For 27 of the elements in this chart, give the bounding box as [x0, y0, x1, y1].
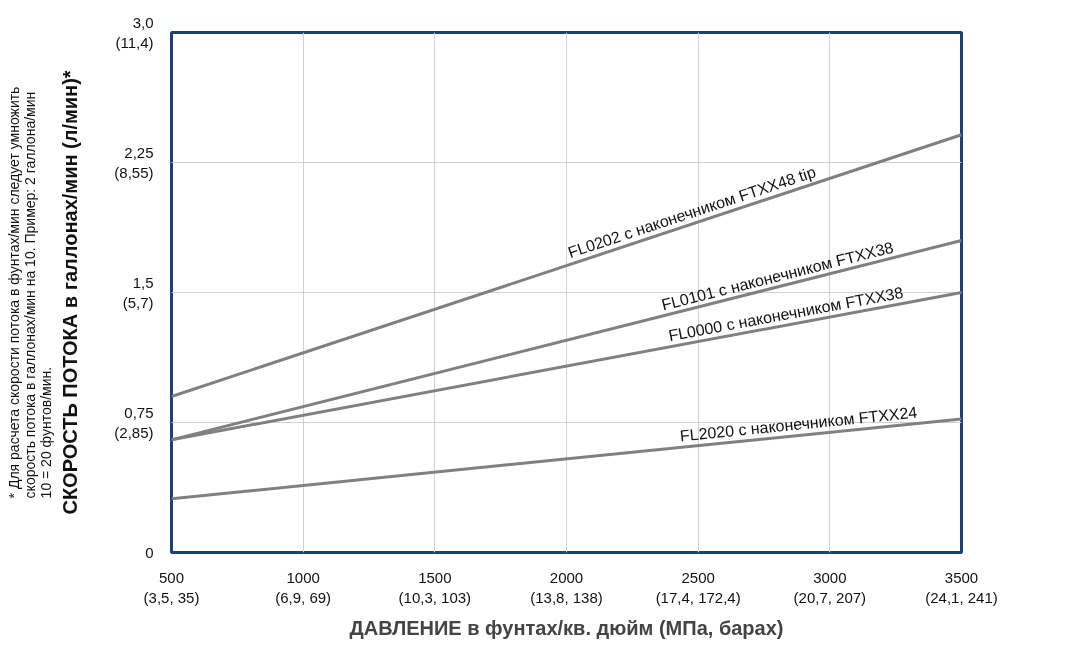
- y2-tick-label: (11,4): [115, 34, 154, 52]
- text: (20,7, 207): [793, 588, 867, 606]
- text: (17,4, 172,4): [655, 588, 741, 606]
- text: (6,9, 69): [275, 588, 332, 606]
- x-axis-title: ДАВЛЕНИЕ в фунтах/кв. дюйм (МПа, барах): [349, 616, 784, 639]
- annotation: FL2020 с наконечником FTXX24: [679, 403, 919, 445]
- y2-tick-label: (2,85): [114, 424, 154, 442]
- y2-tick-label: (5,7): [122, 294, 154, 312]
- y2-tick-label: (8,55): [114, 164, 154, 182]
- x-tick-label: 2500: [681, 568, 715, 586]
- y-tick-label: 0: [145, 544, 154, 561]
- x-tick-label: 1000: [286, 568, 320, 586]
- x-tick-label: 1500: [418, 568, 452, 586]
- text: * Для расчета скорости потока в фунтах/мин следует умножить скорость потока в галлонах/мин на 10. Пример: 2 галлона/мин 10 = 20 фунтов/мин.: [5, 86, 54, 499]
- text: (24,1, 241): [925, 588, 998, 606]
- text: (13,8, 138): [530, 588, 603, 606]
- x-tick-label: 500: [158, 568, 185, 586]
- y-tick-label: 1,5: [132, 273, 154, 291]
- y-tick-label: 3,0: [132, 13, 154, 31]
- x-tick-label: 2000: [549, 568, 584, 586]
- text: (3,5, 35): [143, 588, 200, 606]
- y2-axis-title: СКОРОСТЬ ПОТОКА в галлонах/мин (л/мин)*: [59, 70, 82, 515]
- text: (10,3, 103): [398, 588, 472, 606]
- y-tick-label: 2,25: [124, 143, 154, 161]
- y-tick-label: 0,75: [124, 403, 154, 421]
- x-tick-label: 3000: [813, 568, 847, 586]
- x-tick-label: 3500: [944, 568, 979, 586]
